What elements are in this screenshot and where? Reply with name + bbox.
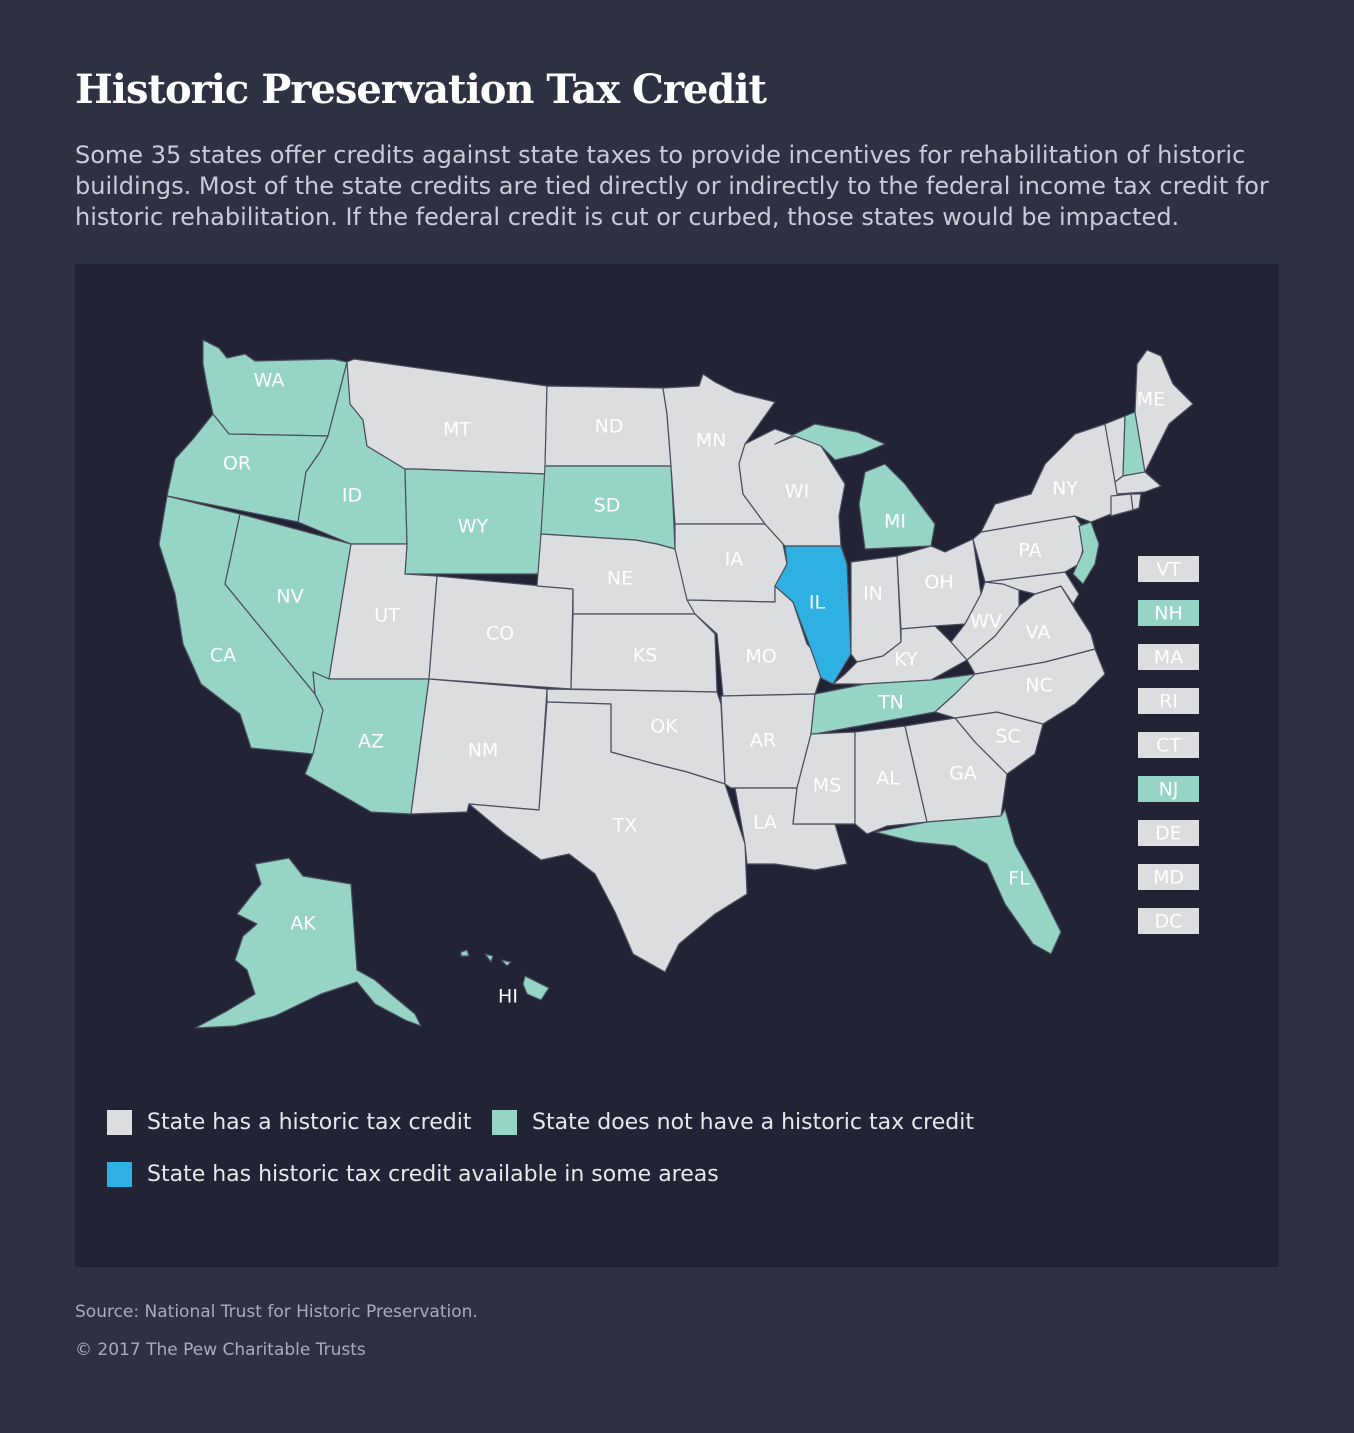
state-label-SD: SD <box>594 495 621 517</box>
state-label-VA: VA <box>1026 622 1051 644</box>
us-map: WA OR CA NV ID MT WY UT AZ CO NM ND SD NE KS OK TX MN IA MO… <box>158 339 1199 1029</box>
small-state-boxes: VT NH MA RI CT NJ DE MD DC <box>1138 556 1199 934</box>
state-FL[interactable] <box>874 808 1062 955</box>
small-state-box-DE[interactable] <box>1138 820 1199 846</box>
page-subtitle: Some 35 states offer credits against sta… <box>75 141 1269 231</box>
state-label-OR: OR <box>223 453 251 475</box>
small-state-box-MD[interactable] <box>1138 864 1199 890</box>
state-label-HI: HI <box>498 986 518 1008</box>
small-state-box-NJ[interactable] <box>1138 776 1199 802</box>
state-label-SC: SC <box>995 726 1020 748</box>
state-CT[interactable] <box>1110 493 1134 517</box>
small-state-label-DC: DC <box>1155 911 1183 933</box>
small-state-label-CT: CT <box>1156 735 1181 757</box>
state-label-PA: PA <box>1018 540 1041 562</box>
copyright-note: © 2017 The Pew Charitable Trusts <box>75 1340 366 1360</box>
state-IL[interactable] <box>774 545 852 685</box>
legend-item-some-areas: State has historic tax credit available … <box>107 1162 719 1187</box>
state-label-MS: MS <box>813 775 841 797</box>
state-IN[interactable] <box>850 555 902 663</box>
legend-label-some-areas: State has historic tax credit available … <box>147 1162 719 1187</box>
state-label-TN: TN <box>877 692 904 714</box>
state-label-NC: NC <box>1025 675 1052 697</box>
state-ME[interactable] <box>1134 349 1194 473</box>
state-label-GA: GA <box>949 763 977 785</box>
small-state-label-MD: MD <box>1153 867 1184 889</box>
state-label-UT: UT <box>374 605 400 627</box>
map-panel: WA OR CA NV ID MT WY UT AZ CO NM ND SD NE KS OK TX MN IA MO… <box>75 264 1279 1267</box>
state-label-NM: NM <box>468 740 499 762</box>
state-label-WI: WI <box>785 481 809 503</box>
state-label-FL: FL <box>1008 868 1030 890</box>
small-state-box-RI[interactable] <box>1138 688 1199 714</box>
state-label-CO: CO <box>486 623 514 645</box>
small-state-box-VT[interactable] <box>1138 556 1199 582</box>
state-MI[interactable] <box>774 423 936 550</box>
state-label-IL: IL <box>809 592 826 614</box>
state-MA[interactable] <box>1114 471 1162 495</box>
state-label-AZ: AZ <box>358 731 384 753</box>
state-label-NV: NV <box>276 586 303 608</box>
state-label-ME: ME <box>1137 389 1165 411</box>
state-label-AL: AL <box>876 768 900 790</box>
legend-label-no-credit: State does not have a historic tax credi… <box>532 1110 974 1135</box>
state-label-AR: AR <box>750 730 776 752</box>
state-label-IN: IN <box>863 583 883 605</box>
state-label-TX: TX <box>612 815 638 837</box>
small-state-label-DE: DE <box>1155 823 1182 845</box>
state-label-KY: KY <box>894 649 918 671</box>
small-state-label-VT: VT <box>1156 559 1181 581</box>
state-label-CA: CA <box>210 645 236 667</box>
state-label-LA: LA <box>753 812 777 834</box>
small-state-label-RI: RI <box>1159 691 1178 713</box>
state-RI[interactable] <box>1130 493 1142 511</box>
state-TX[interactable] <box>468 701 748 973</box>
state-shapes <box>158 339 1194 1029</box>
legend-item-no-credit: State does not have a historic tax credi… <box>492 1110 974 1135</box>
state-label-MO: MO <box>745 646 776 668</box>
state-AK[interactable] <box>194 857 422 1029</box>
state-label-WA: WA <box>254 370 285 392</box>
state-label-AK: AK <box>290 913 316 935</box>
state-labels: WA OR CA NV ID MT WY UT AZ CO NM ND SD NE KS OK TX MN IA MO… <box>210 370 1165 1008</box>
small-state-label-NJ: NJ <box>1159 779 1179 801</box>
small-state-box-CT[interactable] <box>1138 732 1199 758</box>
state-label-OK: OK <box>650 716 678 738</box>
state-label-KS: KS <box>633 645 658 667</box>
state-label-MI: MI <box>884 511 906 533</box>
state-NY[interactable] <box>980 423 1120 533</box>
legend-swatch-has-credit <box>107 1110 132 1135</box>
state-label-NE: NE <box>607 568 633 590</box>
small-state-box-NH[interactable] <box>1138 600 1199 626</box>
source-note: Source: National Trust for Historic Pres… <box>75 1302 478 1322</box>
legend-swatch-no-credit <box>492 1110 517 1135</box>
small-state-label-NH: NH <box>1154 603 1183 625</box>
legend-item-has-credit: State has a historic tax credit <box>107 1110 471 1135</box>
legend-label-has-credit: State has a historic tax credit <box>147 1110 472 1135</box>
page-title: Historic Preservation Tax Credit <box>75 66 767 113</box>
state-label-IA: IA <box>725 549 744 571</box>
state-KS[interactable] <box>570 613 718 693</box>
state-label-ID: ID <box>342 485 362 507</box>
state-label-ND: ND <box>595 416 624 438</box>
state-MD[interactable] <box>984 571 1080 605</box>
state-label-MT: MT <box>443 419 471 441</box>
state-label-WV: WV <box>970 611 1002 633</box>
state-label-MN: MN <box>696 430 727 452</box>
state-HI[interactable] <box>460 949 550 1001</box>
small-state-box-DC[interactable] <box>1138 908 1199 934</box>
small-state-box-MA[interactable] <box>1138 644 1199 670</box>
state-label-OH: OH <box>924 572 953 594</box>
small-state-label-MA: MA <box>1154 647 1183 669</box>
state-label-WY: WY <box>458 516 489 538</box>
state-NJ[interactable] <box>1072 521 1100 585</box>
state-WI[interactable] <box>738 428 846 547</box>
legend-swatch-some-areas <box>107 1162 132 1187</box>
state-label-NY: NY <box>1052 478 1078 500</box>
